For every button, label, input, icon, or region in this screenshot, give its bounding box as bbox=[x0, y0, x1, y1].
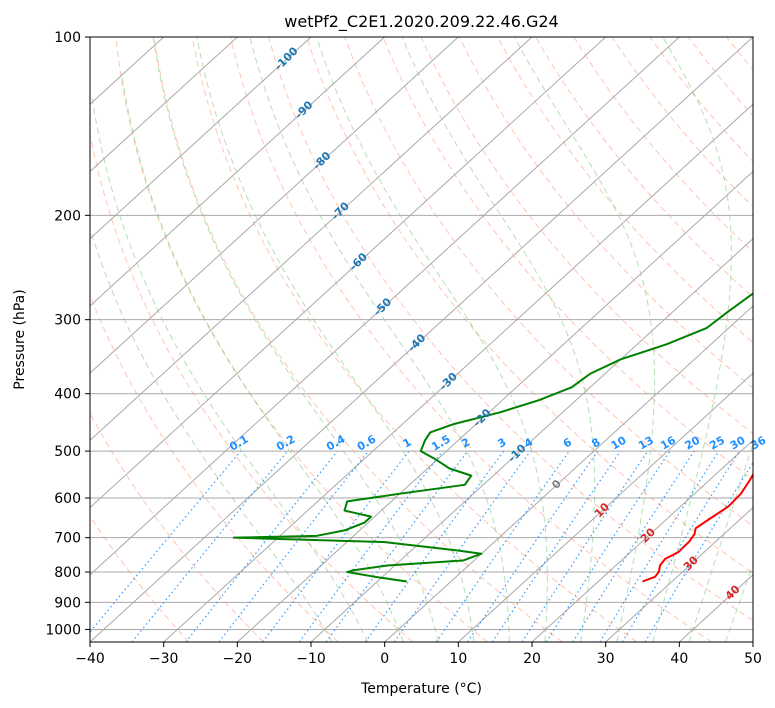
isotherm-line bbox=[310, 237, 753, 642]
isotherm-line bbox=[90, 37, 753, 642]
temperature-profile bbox=[642, 472, 753, 583]
mixing-ratio-line bbox=[644, 461, 753, 642]
mixing-ratio-line bbox=[491, 450, 621, 642]
y-tick-label: 600 bbox=[54, 491, 81, 507]
x-axis-label: Temperature (°C) bbox=[360, 681, 482, 697]
moist-adiabat bbox=[513, 37, 656, 642]
mixing-ratio-line bbox=[185, 450, 339, 642]
y-tick-label: 800 bbox=[54, 565, 81, 581]
mixing-ratio-line bbox=[467, 450, 599, 642]
dry-adiabat bbox=[497, 37, 753, 344]
chart-title: wetPf2_C2E1.2020.209.22.46.G24 bbox=[284, 12, 558, 32]
isotherm-line bbox=[457, 372, 753, 642]
moist-adiabat bbox=[120, 72, 404, 642]
dry-adiabat bbox=[535, 37, 753, 298]
x-tick-label: 20 bbox=[523, 651, 541, 667]
y-tick-label: 900 bbox=[54, 595, 81, 611]
dry-adiabat bbox=[115, 37, 488, 642]
dry-adiabat bbox=[90, 131, 414, 642]
y-tick-label: 100 bbox=[54, 30, 81, 46]
moist-adiabat bbox=[91, 94, 369, 642]
dry-adiabat bbox=[153, 37, 563, 642]
isotherm-line bbox=[531, 439, 753, 642]
y-tick-label: 400 bbox=[54, 387, 81, 403]
isotherm-line bbox=[384, 305, 753, 642]
x-tick-label: −30 bbox=[149, 651, 179, 667]
isotherm-line bbox=[90, 37, 238, 173]
moist-adiabat bbox=[725, 563, 753, 642]
x-tick-label: 10 bbox=[449, 651, 467, 667]
isotherm-line bbox=[90, 37, 607, 509]
y-tick-label: 300 bbox=[54, 313, 81, 329]
mixing-ratio-line bbox=[393, 450, 531, 642]
mixing-ratio-line bbox=[521, 450, 649, 642]
moist-adiabat bbox=[90, 227, 333, 642]
x-tick-label: −10 bbox=[296, 651, 326, 667]
moist-adiabat bbox=[401, 37, 596, 642]
dry-adiabat bbox=[90, 515, 190, 642]
isotherm-line bbox=[605, 506, 753, 642]
moist-adiabat bbox=[196, 37, 475, 642]
dry-adiabat bbox=[268, 37, 753, 622]
y-axis-label: Pressure (hPa) bbox=[12, 289, 28, 389]
dry-adiabat bbox=[90, 412, 264, 642]
isotherm-line bbox=[90, 37, 533, 442]
mixing-ratio-line bbox=[131, 450, 289, 642]
x-tick-label: −40 bbox=[75, 651, 105, 667]
isotherm-line bbox=[163, 103, 753, 642]
y-tick-label: 200 bbox=[54, 208, 81, 224]
x-tick-label: 40 bbox=[670, 651, 688, 667]
mixing-ratio-line bbox=[572, 450, 695, 642]
moist-adiabat bbox=[688, 442, 753, 642]
moist-adiabat bbox=[249, 37, 510, 642]
isotherm-line bbox=[90, 37, 386, 307]
mixing-ratio-line bbox=[621, 450, 740, 642]
dry-adiabat bbox=[306, 37, 753, 574]
y-tick-label: 1000 bbox=[45, 622, 81, 638]
mixing-ratio-line bbox=[545, 450, 671, 642]
mixing-ratio-line bbox=[262, 450, 410, 642]
series-layer bbox=[232, 292, 753, 583]
dewpoint-profile bbox=[232, 292, 753, 583]
moist-adiabat bbox=[315, 37, 548, 642]
plot-frame bbox=[89, 36, 754, 643]
x-tick-label: 50 bbox=[744, 651, 762, 667]
y-tick-label: 500 bbox=[54, 444, 81, 460]
y-tick-label: 700 bbox=[54, 531, 81, 547]
isotherm-line bbox=[90, 37, 680, 576]
isotherm-line bbox=[90, 37, 312, 240]
moist-adiabat bbox=[152, 37, 439, 642]
isotherm-line bbox=[90, 37, 459, 374]
x-tick-label: 30 bbox=[597, 651, 615, 667]
mixing-ratio-line bbox=[599, 450, 720, 642]
x-axis: −40 −30 −20 −10 0 10 20 30 40 50 bbox=[75, 642, 762, 667]
mixing-ratio-line bbox=[435, 450, 570, 642]
moist-adiabat bbox=[652, 37, 732, 642]
dry-adiabat bbox=[90, 293, 339, 642]
y-axis: 1000 900 800 700 600 500 400 300 200 100 bbox=[45, 30, 90, 638]
x-tick-label: 0 bbox=[380, 651, 389, 667]
x-tick-label: −20 bbox=[223, 651, 253, 667]
